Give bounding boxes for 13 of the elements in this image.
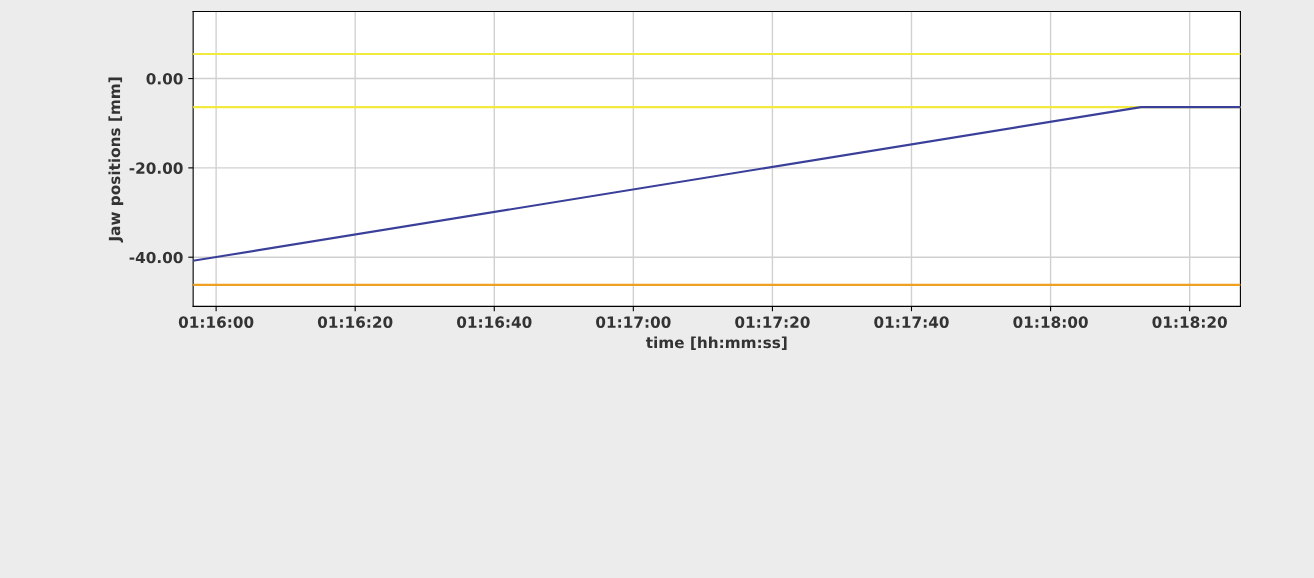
x-tick-label: 01:16:00 <box>178 316 254 328</box>
y-tick-label: 0.00 <box>146 73 183 85</box>
y-tick-label: -20.00 <box>129 162 183 174</box>
x-tick-label: 01:17:20 <box>735 316 810 328</box>
x-tick-label: 01:17:00 <box>596 316 671 328</box>
x-tick-label: 01:16:20 <box>317 316 393 328</box>
y-axis-title: Jaw positions [mm] <box>108 77 124 243</box>
x-tick-label: 01:18:00 <box>1013 316 1088 328</box>
y-tick-label: -40.00 <box>129 251 183 264</box>
x-tick-label: 01:17:40 <box>874 316 949 328</box>
x-axis-title: time [hh:mm:ss] <box>645 336 787 351</box>
x-tick-label: 01:16:40 <box>457 316 532 328</box>
x-tick-label: 01:18:20 <box>1152 316 1227 328</box>
